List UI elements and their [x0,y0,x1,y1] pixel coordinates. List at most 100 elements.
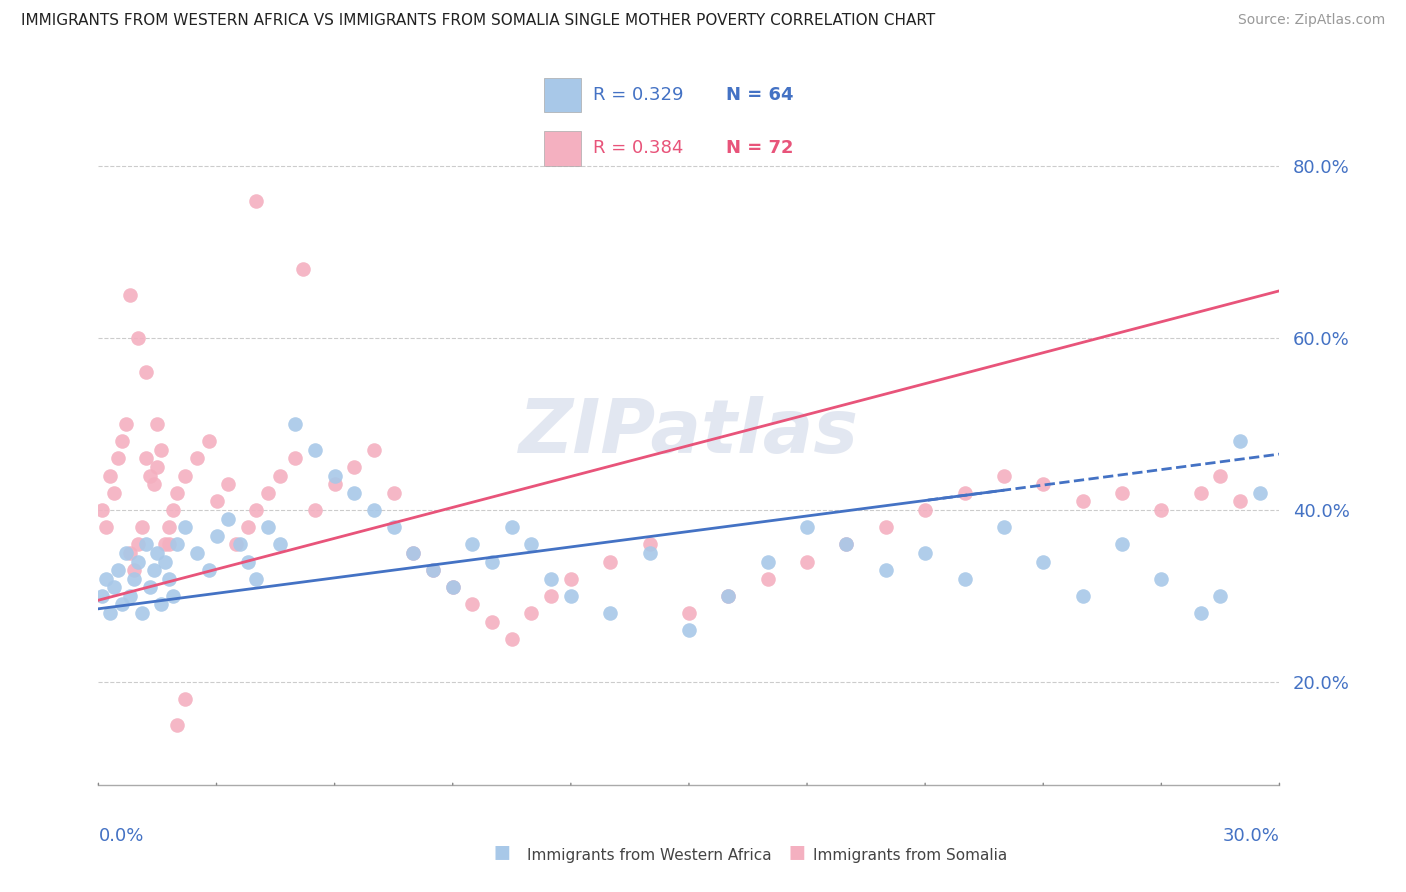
Point [162,589,184,603]
Point [118,288,141,302]
Point [150,442,173,457]
Point [953,485,976,500]
Point [157,537,180,551]
Point [150,598,173,612]
Point [796,520,818,534]
Point [229,537,252,551]
Point [441,580,464,594]
Point [1229,494,1251,508]
Point [461,537,484,551]
Point [103,580,125,594]
Point [118,589,141,603]
Point [382,485,405,500]
Point [717,589,740,603]
Point [135,451,157,466]
Text: ▪: ▪ [492,838,510,865]
Point [363,503,385,517]
Point [422,563,444,577]
Point [127,537,149,551]
Point [127,331,149,345]
Point [122,563,145,577]
Point [217,511,239,525]
Point [107,563,129,577]
Point [146,546,169,560]
Point [678,624,700,638]
Point [1032,555,1054,569]
Point [142,477,165,491]
Point [174,692,197,706]
Point [96,520,118,534]
Point [174,520,197,534]
Point [560,572,582,586]
Point [481,555,503,569]
Point [111,434,134,449]
Text: ▪: ▪ [787,838,806,865]
Point [135,537,157,551]
Text: N = 64: N = 64 [725,86,793,103]
Point [197,563,219,577]
Point [138,580,160,594]
Point [1032,477,1054,491]
Point [343,485,366,500]
Point [284,451,307,466]
Point [304,442,326,457]
Point [756,572,779,586]
Point [993,468,1015,483]
Point [402,546,425,560]
Point [225,537,247,551]
Point [103,485,125,500]
Point [217,477,239,491]
Text: IMMIGRANTS FROM WESTERN AFRICA VS IMMIGRANTS FROM SOMALIA SINGLE MOTHER POVERTY : IMMIGRANTS FROM WESTERN AFRICA VS IMMIGR… [21,13,935,29]
Point [540,572,562,586]
Point [157,520,180,534]
Point [323,468,346,483]
Point [1071,589,1094,603]
Point [256,485,278,500]
Point [91,589,114,603]
Point [638,537,661,551]
Point [1111,537,1133,551]
Point [481,615,503,629]
Point [236,555,259,569]
Text: N = 72: N = 72 [725,139,793,157]
Point [343,460,366,475]
Point [186,546,208,560]
Point [914,503,936,517]
Point [146,460,169,475]
Point [993,520,1015,534]
Point [269,468,291,483]
Point [135,366,157,380]
Text: 0.0%: 0.0% [98,827,143,846]
Point [953,572,976,586]
Point [131,520,153,534]
Point [560,589,582,603]
Point [1189,485,1212,500]
Text: 30.0%: 30.0% [1223,827,1279,846]
Point [835,537,858,551]
Point [131,606,153,620]
Point [1249,485,1271,500]
Point [96,572,118,586]
FancyBboxPatch shape [544,78,581,112]
Point [304,503,326,517]
Point [1071,494,1094,508]
Point [245,503,267,517]
Point [717,589,740,603]
Point [245,572,267,586]
Point [98,468,121,483]
Point [118,546,141,560]
Point [205,529,228,543]
Point [186,451,208,466]
Point [91,503,114,517]
Point [292,262,315,277]
Point [269,537,291,551]
Point [1150,503,1173,517]
Point [1209,468,1232,483]
Point [1229,434,1251,449]
Point [162,503,184,517]
Point [142,563,165,577]
Point [382,520,405,534]
Point [756,555,779,569]
Point [107,451,129,466]
Point [1111,485,1133,500]
